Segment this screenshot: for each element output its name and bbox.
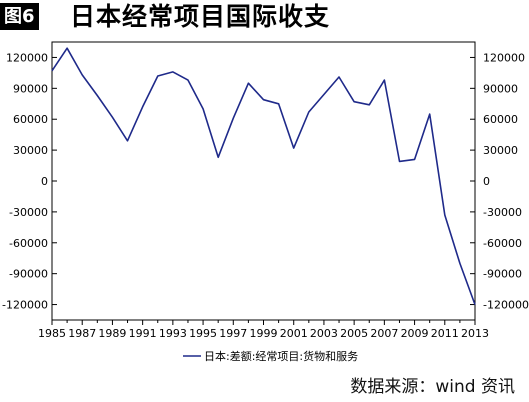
y-tick-label-left: -60000 — [9, 237, 48, 250]
plot-frame — [51, 41, 476, 321]
y-tick-label-right: 60000 — [483, 113, 518, 126]
legend-label: 日本:差额:经常项目:货物和服务 — [204, 349, 358, 363]
x-tick-label: 2001 — [280, 327, 308, 340]
x-tick-label: 2011 — [431, 327, 459, 340]
figure-badge: 图6 — [0, 3, 39, 30]
y-tick-label-left: -30000 — [9, 206, 48, 219]
x-tick-label: 1995 — [189, 327, 217, 340]
y-tick-label-right: -60000 — [483, 237, 522, 250]
y-tick-label-right: 90000 — [483, 82, 518, 95]
y-tick-label-right: 30000 — [483, 144, 518, 157]
x-tick-label: 2009 — [401, 327, 429, 340]
x-tick-label: 1999 — [250, 327, 278, 340]
y-tick-label-right: 120000 — [483, 51, 525, 64]
y-tick-label-right: -30000 — [483, 206, 522, 219]
y-tick-label-left: 90000 — [13, 82, 48, 95]
x-tick-label: 1985 — [38, 327, 66, 340]
y-tick-label-left: 30000 — [13, 144, 48, 157]
y-tick-label-left: 60000 — [13, 113, 48, 126]
figure-title: 日本经常项目国际收支 — [70, 2, 331, 31]
series-line — [51, 47, 476, 305]
x-tick-label: 1989 — [98, 327, 126, 340]
y-tick-label-right: 0 — [483, 175, 490, 188]
line-chart: 120000 120000 90000 90000 60000 60000 30000 300… — [2, 41, 529, 363]
y-tick-label-left: -120000 — [2, 299, 48, 312]
x-tick-label: 1993 — [159, 327, 187, 340]
y-tick-label-left: 0 — [41, 175, 48, 188]
source-note: 数据来源：wind 资讯 — [350, 377, 515, 397]
y-tick-label-right: -120000 — [483, 299, 529, 312]
x-tick-label: 1991 — [129, 327, 157, 340]
x-tick-label: 1997 — [219, 327, 247, 340]
x-tick-label: 2005 — [340, 327, 368, 340]
figure-header: 图6 日本经常项目国际收支 — [0, 0, 529, 36]
y-tick-label-left: 120000 — [6, 51, 48, 64]
y-tick-label-right: -90000 — [483, 268, 522, 281]
x-tick-label: 2007 — [370, 327, 398, 340]
x-tick-label: 2003 — [310, 327, 338, 340]
x-tick-label: 2013 — [461, 327, 489, 340]
y-tick-label-left: -90000 — [9, 268, 48, 281]
x-tick-label: 1987 — [68, 327, 96, 340]
